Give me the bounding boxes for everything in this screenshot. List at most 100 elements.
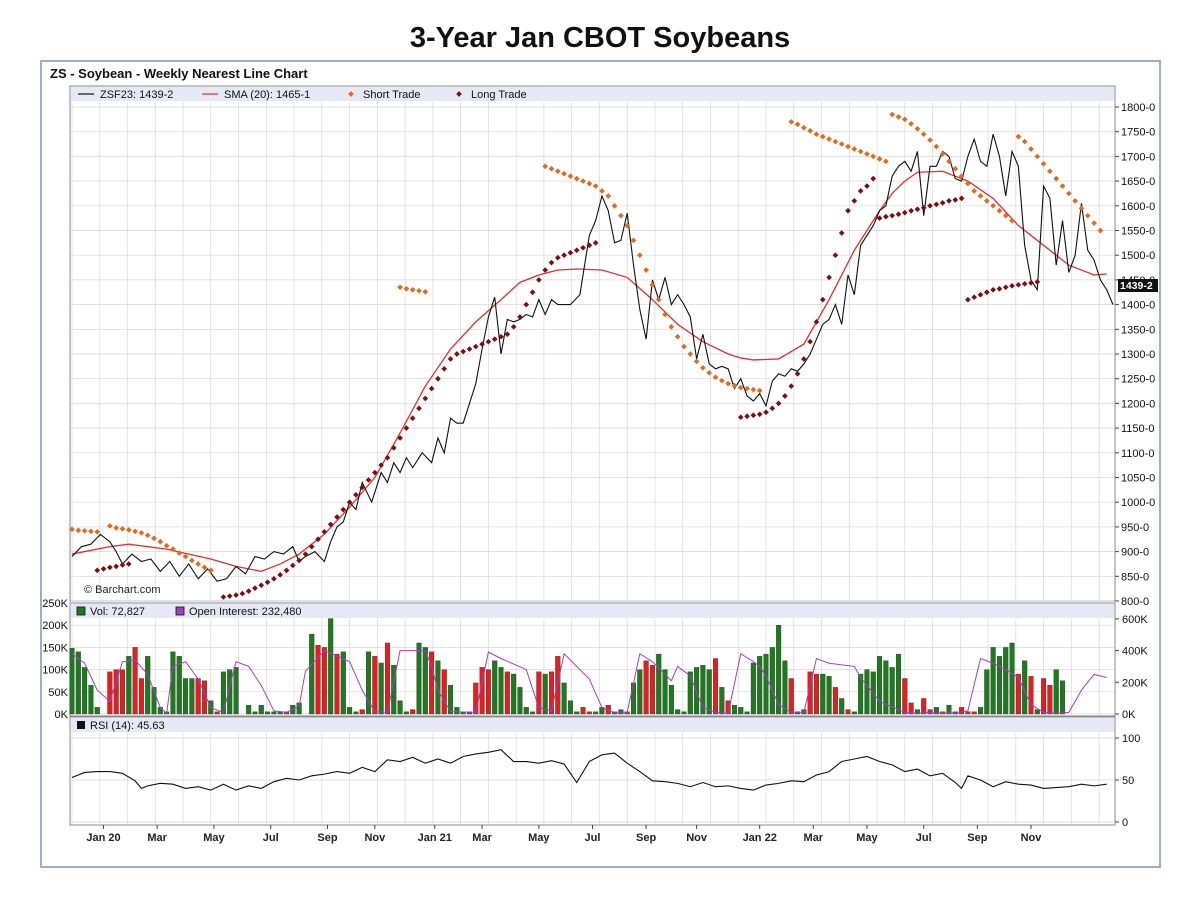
long-trade-point [548, 259, 555, 266]
long-trade-point [510, 324, 517, 330]
volume-bar [561, 682, 567, 715]
volume-bar [410, 709, 416, 715]
short-trade-point [409, 286, 416, 293]
short-trade-point [1034, 153, 1041, 160]
long-trade-point [845, 207, 851, 214]
volume-bar [649, 665, 655, 715]
long-trade-point [750, 412, 757, 419]
volume-bar [517, 687, 523, 715]
volume-bar [895, 653, 902, 715]
long-trade-point [460, 348, 466, 355]
chart-title: 3-Year Jan CBOT Soybeans [409, 22, 791, 54]
short-trade-point [542, 163, 549, 170]
volume-axis-label: 50K [48, 687, 68, 699]
short-trade-point [870, 153, 877, 160]
short-trade-point [403, 285, 410, 292]
volume-bar [75, 651, 81, 715]
volume-axis-label: 250K [42, 598, 68, 610]
long-trade-point [908, 207, 914, 214]
volume-bar [523, 707, 529, 715]
volume-bar [94, 707, 100, 715]
long-trade-point [1009, 282, 1015, 289]
long-trade-point [289, 562, 296, 569]
chart-svg: ZS - Soybean - Weekly Nearest Line Chart… [42, 66, 1158, 844]
x-axis-label: Mar [804, 832, 824, 844]
volume-axis-label: 200K [42, 620, 68, 632]
short-trade-point [618, 212, 624, 219]
long-trade-point [554, 254, 561, 261]
volume-bar [107, 671, 113, 715]
volume-bar [757, 656, 763, 715]
volume-bar [309, 633, 315, 715]
volume-bar [189, 678, 195, 715]
long-trade-point [334, 514, 340, 520]
price-axis-label: 1050-0 [1121, 473, 1155, 485]
short-trade-point [176, 550, 183, 556]
x-axis-label: May [528, 832, 550, 844]
short-trade-point [586, 180, 593, 187]
short-trade-point [857, 148, 864, 155]
long-trade-point [756, 411, 763, 418]
short-trade-point [422, 288, 429, 295]
volume-bar [397, 700, 403, 715]
legend-short-label: Short Trade [363, 89, 420, 101]
long-trade-point [220, 594, 227, 600]
legend-oi-label: Open Interest: 232,480 [189, 606, 302, 618]
long-trade-point [485, 338, 492, 345]
volume-bar [1022, 660, 1028, 715]
long-trade-point [245, 588, 252, 594]
long-trade-point [397, 435, 403, 441]
long-trade-point [252, 585, 258, 591]
price-axis-label: 1000-0 [1121, 497, 1155, 509]
short-trade-point [548, 165, 555, 172]
short-trade-point [561, 170, 567, 177]
long-trade-point [542, 267, 549, 273]
short-trade-point [801, 124, 807, 131]
x-axis-label: Sep [636, 832, 656, 844]
short-trade-point [1028, 146, 1034, 152]
volume-bar [359, 709, 365, 715]
short-trade-point [826, 136, 832, 142]
volume-bar [220, 671, 226, 715]
long-trade-point [592, 240, 599, 246]
volume-bar [845, 709, 851, 715]
long-trade-point [851, 198, 858, 204]
short-trade-point [731, 382, 738, 389]
volume-bar [977, 707, 984, 715]
short-trade-point [807, 127, 813, 134]
rsi-legend-bar [71, 718, 1114, 732]
long-trade-point [100, 566, 107, 572]
oi-axis-label: 400K [1122, 646, 1148, 658]
volume-bar [1041, 678, 1047, 715]
long-trade-point [441, 365, 448, 372]
long-trade-point [226, 593, 233, 599]
short-trade-point [832, 138, 839, 145]
short-trade-point [725, 380, 731, 387]
volume-bar [927, 709, 933, 715]
short-trade-point [668, 324, 675, 330]
short-trade-point [107, 523, 113, 529]
volume-bar [921, 698, 927, 715]
long-trade-point [321, 529, 328, 535]
long-trade-point [422, 395, 429, 402]
x-axis-label: Mar [472, 832, 492, 844]
short-trade-point [636, 252, 643, 259]
long-trade-point [504, 331, 511, 338]
sma-line [71, 170, 1107, 573]
volume-bar [145, 656, 151, 715]
volume-bar [1034, 709, 1040, 715]
oi-axis-label: 0K [1122, 709, 1136, 721]
short-trade-point [573, 175, 580, 182]
long-trade-point [472, 343, 479, 350]
long-trade-point [113, 563, 119, 570]
volume-bar [340, 651, 346, 715]
volume-bar [586, 711, 592, 715]
volume-bar [353, 711, 359, 715]
volume-bar [183, 678, 189, 715]
volume-bar [877, 656, 883, 715]
short-trade-point [611, 202, 618, 209]
volume-bar [504, 671, 510, 715]
long-trade-point [372, 469, 378, 476]
volume-bar [88, 684, 94, 715]
volume-bar [271, 711, 277, 715]
